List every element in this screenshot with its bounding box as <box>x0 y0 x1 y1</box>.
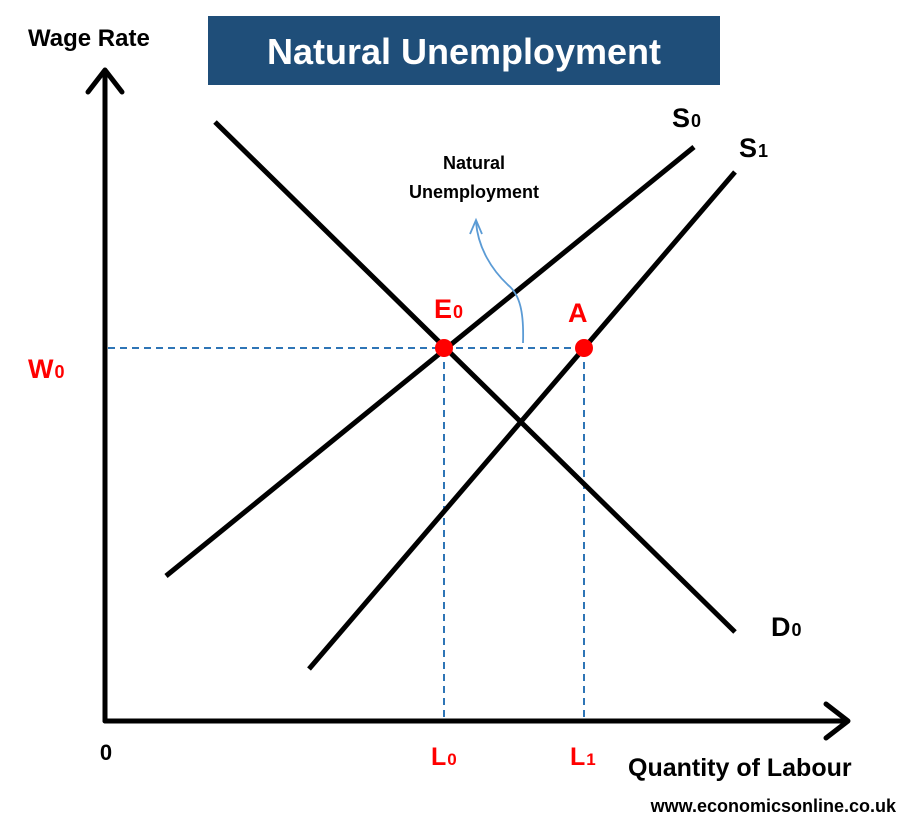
point-a <box>575 339 593 357</box>
curves <box>164 120 737 671</box>
annotation-arrowhead <box>469 217 483 235</box>
diagram-title: Natural Unemployment <box>267 31 661 72</box>
y-axis-label: Wage Rate <box>28 25 150 52</box>
demand-d0-label: D0 <box>771 612 802 642</box>
wage-level-label: W0 <box>28 354 65 384</box>
y-axis-arrowhead <box>85 67 125 95</box>
supply-s1-label: S1 <box>739 133 768 163</box>
equilibrium-point-e0 <box>435 339 453 357</box>
source-credit: www.economicsonline.co.uk <box>650 796 897 816</box>
labour-1-label: L1 <box>570 743 596 771</box>
origin-label: 0 <box>100 740 112 765</box>
point-a-label: A <box>568 298 588 328</box>
supply-curve-s1 <box>307 170 737 671</box>
supply-s0-label: S0 <box>672 103 701 133</box>
axes <box>85 67 851 741</box>
guide-lines <box>108 347 585 718</box>
x-axis-label: Quantity of Labour <box>628 754 852 782</box>
x-axis-arrowhead <box>823 701 851 741</box>
supply-curve-s0 <box>164 145 696 578</box>
annotation-arrow <box>475 221 525 344</box>
annotation-line-2: Unemployment <box>409 182 539 202</box>
equilibrium-label: E0 <box>434 294 463 324</box>
title-banner <box>208 16 720 85</box>
labour-0-label: L0 <box>431 743 457 771</box>
demand-curve-d0 <box>213 120 737 634</box>
annotation-line-1: Natural <box>443 153 505 173</box>
